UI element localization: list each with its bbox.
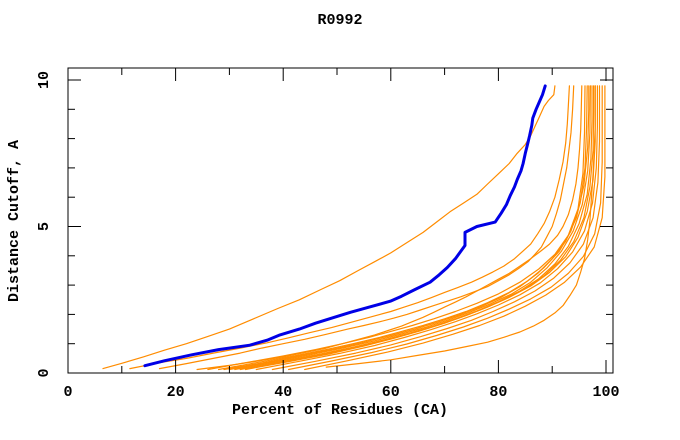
x-tick-label: 0 (63, 384, 72, 401)
plot-frame (67, 67, 614, 374)
model-low-curve (325, 85, 596, 368)
tick-labels-group: 0 20 40 60 80 100 0 5 10 (36, 71, 620, 401)
y-tick-label: 5 (36, 222, 53, 231)
model-d9-curve (255, 85, 599, 371)
model-b-curve (129, 85, 571, 370)
highlighted-model-curve (143, 84, 547, 368)
x-axis-label: Percent of Residues (CA) (232, 402, 448, 419)
y-axis-label: Distance Cutoff, A (6, 140, 23, 302)
model-curves-group (102, 84, 606, 371)
x-tick-label: 20 (167, 384, 185, 401)
model-d12-curve (304, 85, 606, 371)
model-d5-curve (228, 85, 592, 371)
y-tick-label: 0 (36, 368, 53, 377)
model-d6-curve (234, 85, 593, 371)
x-tick-label: 80 (489, 384, 507, 401)
model-d11-curve (288, 85, 603, 371)
model-d8-curve (244, 85, 596, 371)
chart-title: R0992 (317, 12, 362, 29)
x-tick-label: 40 (274, 384, 292, 401)
model-d10-curve (271, 85, 601, 371)
model-d1-curve (196, 85, 583, 371)
model-d4-curve (223, 85, 590, 371)
model-a-curve (102, 85, 556, 370)
model-c-curve (158, 85, 575, 370)
model-d2-curve (207, 85, 586, 371)
x-tick-label: 60 (382, 384, 400, 401)
axes-group (67, 67, 614, 374)
y-tick-label: 10 (36, 71, 53, 89)
x-tick-label: 100 (592, 384, 619, 401)
